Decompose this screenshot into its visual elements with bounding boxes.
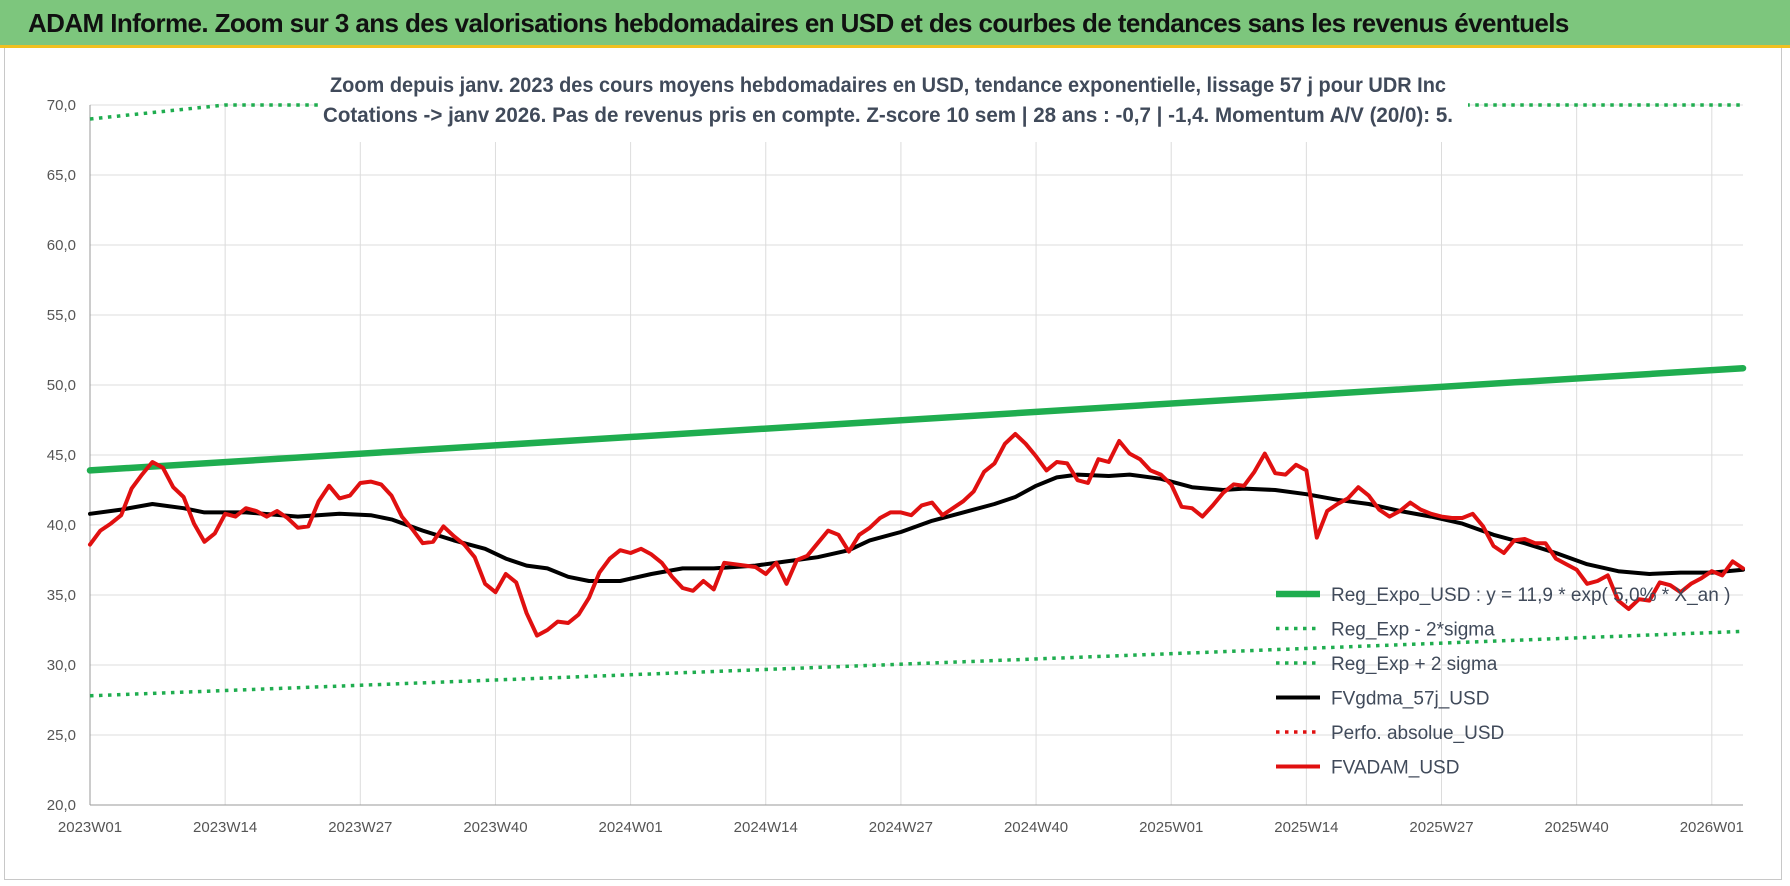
banner-title: ADAM Informe. Zoom sur 3 ans des valoris…: [28, 8, 1569, 38]
series-line-5: [88, 432, 1745, 638]
x-tick-label: 2023W01: [58, 819, 122, 836]
series-line-0: [86, 364, 1747, 474]
y-tick-label: 30,0: [47, 657, 76, 674]
x-tick-label: 2023W40: [463, 819, 527, 836]
chart-title-line: Cotations -> janv 2026. Pas de revenus p…: [323, 104, 1453, 127]
y-tick-label: 55,0: [47, 307, 76, 324]
x-tick-label: 2023W27: [328, 819, 392, 836]
x-tick-label: 2024W01: [598, 819, 662, 836]
legend: Reg_Expo_USD : y = 11,9 * exp( 5,0% * X_…: [1276, 585, 1730, 779]
y-tick-label: 70,0: [47, 97, 76, 114]
x-tick-label: 2025W14: [1274, 819, 1338, 836]
legend-entry: Perfo. absolue_USD: [1331, 723, 1504, 744]
x-tick-label: 2024W14: [734, 819, 798, 836]
x-tick-label: 2026W01: [1680, 819, 1744, 836]
chart-title: Zoom depuis janv. 2023 des cours moyens …: [318, 66, 1468, 142]
series-line-2: [89, 103, 1743, 121]
chart-title-line: Zoom depuis janv. 2023 des cours moyens …: [330, 74, 1446, 97]
y-tick-label: 60,0: [47, 237, 76, 254]
legend-entry: Reg_Exp + 2 sigma: [1331, 654, 1498, 675]
legend-entry: FVgdma_57j_USD: [1331, 689, 1489, 710]
series-line-1: [89, 629, 1744, 698]
x-tick-label: 2023W14: [193, 819, 257, 836]
x-tick-label: 2024W27: [869, 819, 933, 836]
y-tick-label: 20,0: [47, 797, 76, 814]
y-tick-label: 35,0: [47, 587, 76, 604]
x-axis: 2023W01 2023W14 2023W27 2023W40 2024W01 2024W…: [58, 804, 1744, 836]
title-background: [318, 66, 1468, 142]
y-tick-label: 50,0: [47, 377, 76, 394]
legend-entry: FVADAM_USD: [1331, 758, 1459, 779]
legend-entry: Reg_Exp - 2*sigma: [1331, 620, 1495, 641]
y-tick-label: 40,0: [47, 517, 76, 534]
series-layer: [86, 103, 1747, 698]
y-tick-label: 45,0: [47, 447, 76, 464]
chart-frame: [4, 48, 1782, 880]
series-line-3: [88, 472, 1745, 583]
y-tick-label: 65,0: [47, 167, 76, 184]
y-tick-label: 25,0: [47, 727, 76, 744]
x-tick-label: 2025W27: [1409, 819, 1473, 836]
x-tick-label: 2025W40: [1545, 819, 1609, 836]
legend-entry: Reg_Expo_USD : y = 11,9 * exp( 5,0% * X_…: [1331, 585, 1730, 606]
x-tick-label: 2024W40: [1004, 819, 1068, 836]
banner: ADAM Informe. Zoom sur 3 ans des valoris…: [0, 0, 1790, 48]
x-tick-label: 2025W01: [1139, 819, 1203, 836]
y-axis: 20,0 25,0 30,0 35,0 40,0 45,0 50,0 55,0 60,0 65,0…: [47, 97, 91, 814]
